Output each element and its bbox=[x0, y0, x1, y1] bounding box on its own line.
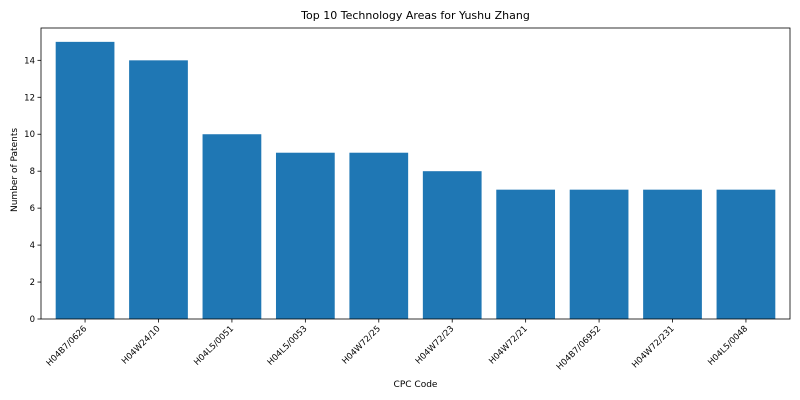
y-axis-label: Number of Patents bbox=[10, 128, 20, 212]
y-tick-label: 12 bbox=[24, 93, 35, 103]
y-tick-label: 6 bbox=[30, 204, 35, 214]
chart-title: Top 10 Technology Areas for Yushu Zhang bbox=[300, 9, 530, 22]
bar-H04L5/0051 bbox=[203, 134, 262, 319]
bar-H04B7/06952 bbox=[570, 190, 629, 319]
x-tick-label: H04L5/0051 bbox=[192, 324, 236, 368]
x-tick-label: H04W72/21 bbox=[487, 324, 530, 367]
bars-group bbox=[56, 42, 776, 319]
x-tick-label: H04W24/10 bbox=[120, 324, 163, 367]
x-tick-label: H04L5/0048 bbox=[706, 324, 750, 368]
bar-H04W24/10 bbox=[129, 60, 188, 319]
x-axis: H04B7/0626 H04W24/10 H04L5/0051 H04L5/0053 H… bbox=[45, 319, 750, 372]
y-tick-label: 10 bbox=[24, 130, 35, 140]
x-axis-label: CPC Code bbox=[394, 380, 438, 390]
x-tick-label: H04W72/231 bbox=[630, 324, 676, 370]
y-tick-label: 0 bbox=[30, 315, 35, 325]
y-tick-label: 14 bbox=[24, 56, 35, 66]
bar-H04W72/23 bbox=[423, 171, 482, 319]
x-tick-label: H04W72/25 bbox=[340, 324, 383, 367]
x-tick-label: H04W72/23 bbox=[414, 324, 457, 367]
bar-H04L5/0048 bbox=[717, 190, 776, 319]
y-tick-label: 2 bbox=[30, 278, 35, 288]
bar-H04B7/0626 bbox=[56, 42, 115, 319]
x-tick-label: H04B7/0626 bbox=[45, 324, 90, 369]
bar-H04L5/0053 bbox=[276, 153, 335, 319]
y-tick-label: 8 bbox=[30, 167, 35, 177]
bar-H04W72/25 bbox=[349, 153, 408, 319]
bar-H04W72/231 bbox=[643, 190, 702, 319]
x-tick-label: H04L5/0053 bbox=[266, 324, 310, 368]
bar-H04W72/21 bbox=[496, 190, 555, 319]
x-tick-label: H04B7/06952 bbox=[555, 324, 603, 372]
y-tick-label: 4 bbox=[30, 241, 35, 251]
y-axis: 0 2 4 6 8 10 12 14 bbox=[24, 56, 41, 325]
